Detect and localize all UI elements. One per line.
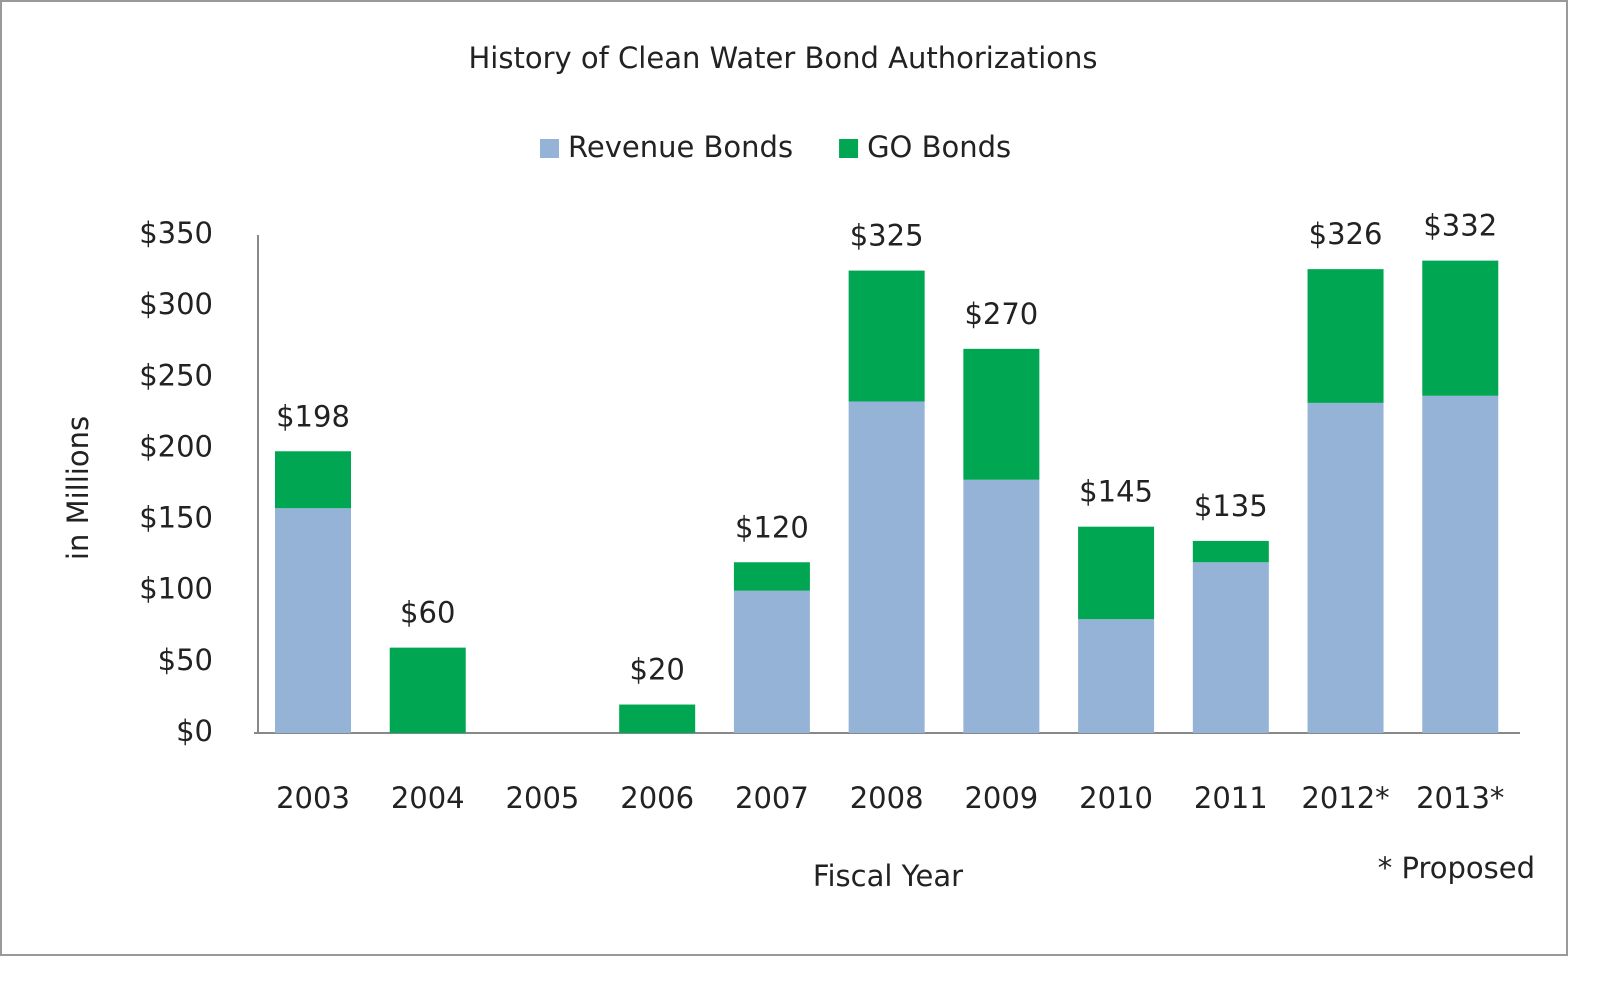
value-label: $20 <box>630 653 685 687</box>
note: * Proposed <box>1378 851 1535 885</box>
chart-title: History of Clean Water Bond Authorizatio… <box>468 41 1097 75</box>
x-tick-label: 2005 <box>506 781 580 815</box>
x-tick-label: 2004 <box>391 781 465 815</box>
x-tick-label: 2013* <box>1416 781 1504 815</box>
bar-segment <box>963 348 1040 480</box>
x-tick-label: 2010 <box>1079 781 1153 815</box>
x-tick-label: 2006 <box>620 781 694 815</box>
y-tick-label: $100 <box>139 572 213 606</box>
bar-segment <box>275 451 351 509</box>
y-tick-label: $250 <box>139 358 213 392</box>
y-tick-label: $0 <box>176 714 213 748</box>
y-tick-label: $300 <box>139 287 213 321</box>
x-tick-label: 2008 <box>850 781 924 815</box>
x-tick-label: 2012* <box>1301 781 1389 815</box>
bar-segment <box>389 647 466 733</box>
value-label: $120 <box>735 510 809 544</box>
x-tick-label: 2003 <box>276 781 350 815</box>
x-tick-label: 2007 <box>735 781 809 815</box>
bar-segment <box>619 704 696 733</box>
bar-segment <box>1307 402 1384 733</box>
value-label: $135 <box>1194 489 1268 523</box>
value-label: $145 <box>1079 475 1153 509</box>
bar-segment <box>963 479 1040 733</box>
y-tick-label: $200 <box>139 429 213 463</box>
bar-segment <box>848 270 925 402</box>
bar-segment <box>1078 619 1155 733</box>
value-label: $270 <box>964 297 1038 331</box>
bar-segment <box>1422 395 1499 733</box>
value-label: $332 <box>1423 209 1497 243</box>
legend-label: Revenue Bonds <box>568 130 793 164</box>
x-tick-label: 2009 <box>964 781 1038 815</box>
bar-segment <box>733 590 810 733</box>
bar-segment <box>275 508 351 733</box>
bar-segment <box>848 401 925 733</box>
bar-segment <box>1078 526 1155 620</box>
value-label: $198 <box>276 399 350 433</box>
legend-swatch <box>540 139 559 158</box>
x-axis-title: Fiscal Year <box>813 859 963 893</box>
value-label: $60 <box>400 596 455 630</box>
legend-label: GO Bonds <box>867 130 1011 164</box>
y-tick-label: $50 <box>158 643 213 677</box>
bar-segment <box>1422 260 1499 396</box>
x-tick-label: 2011 <box>1194 781 1268 815</box>
bar-segment <box>1192 540 1269 563</box>
bar-segment <box>1307 269 1384 403</box>
bar-segment <box>1192 562 1269 733</box>
bar-segment <box>733 562 810 591</box>
value-label: $325 <box>850 219 924 253</box>
value-label: $326 <box>1309 217 1383 251</box>
y-tick-label: $350 <box>139 216 213 250</box>
y-axis-title: in Millions <box>61 416 95 560</box>
legend-swatch <box>839 139 859 158</box>
y-tick-label: $150 <box>139 501 213 535</box>
chart-frame <box>0 0 1568 956</box>
